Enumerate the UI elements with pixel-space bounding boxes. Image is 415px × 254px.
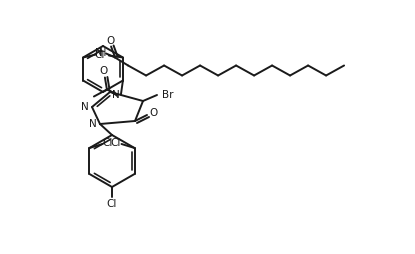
Text: Cl: Cl (107, 199, 117, 209)
Text: O: O (100, 67, 108, 76)
Text: Cl: Cl (110, 138, 121, 148)
Text: N: N (89, 119, 97, 129)
Text: N: N (112, 90, 120, 101)
Text: N: N (95, 49, 103, 58)
Text: Cl: Cl (95, 51, 105, 60)
Text: O: O (149, 108, 157, 118)
Text: Br: Br (162, 90, 174, 100)
Text: O: O (106, 36, 114, 45)
Text: Cl: Cl (102, 138, 112, 148)
Text: N: N (81, 102, 89, 112)
Text: H: H (100, 47, 107, 57)
